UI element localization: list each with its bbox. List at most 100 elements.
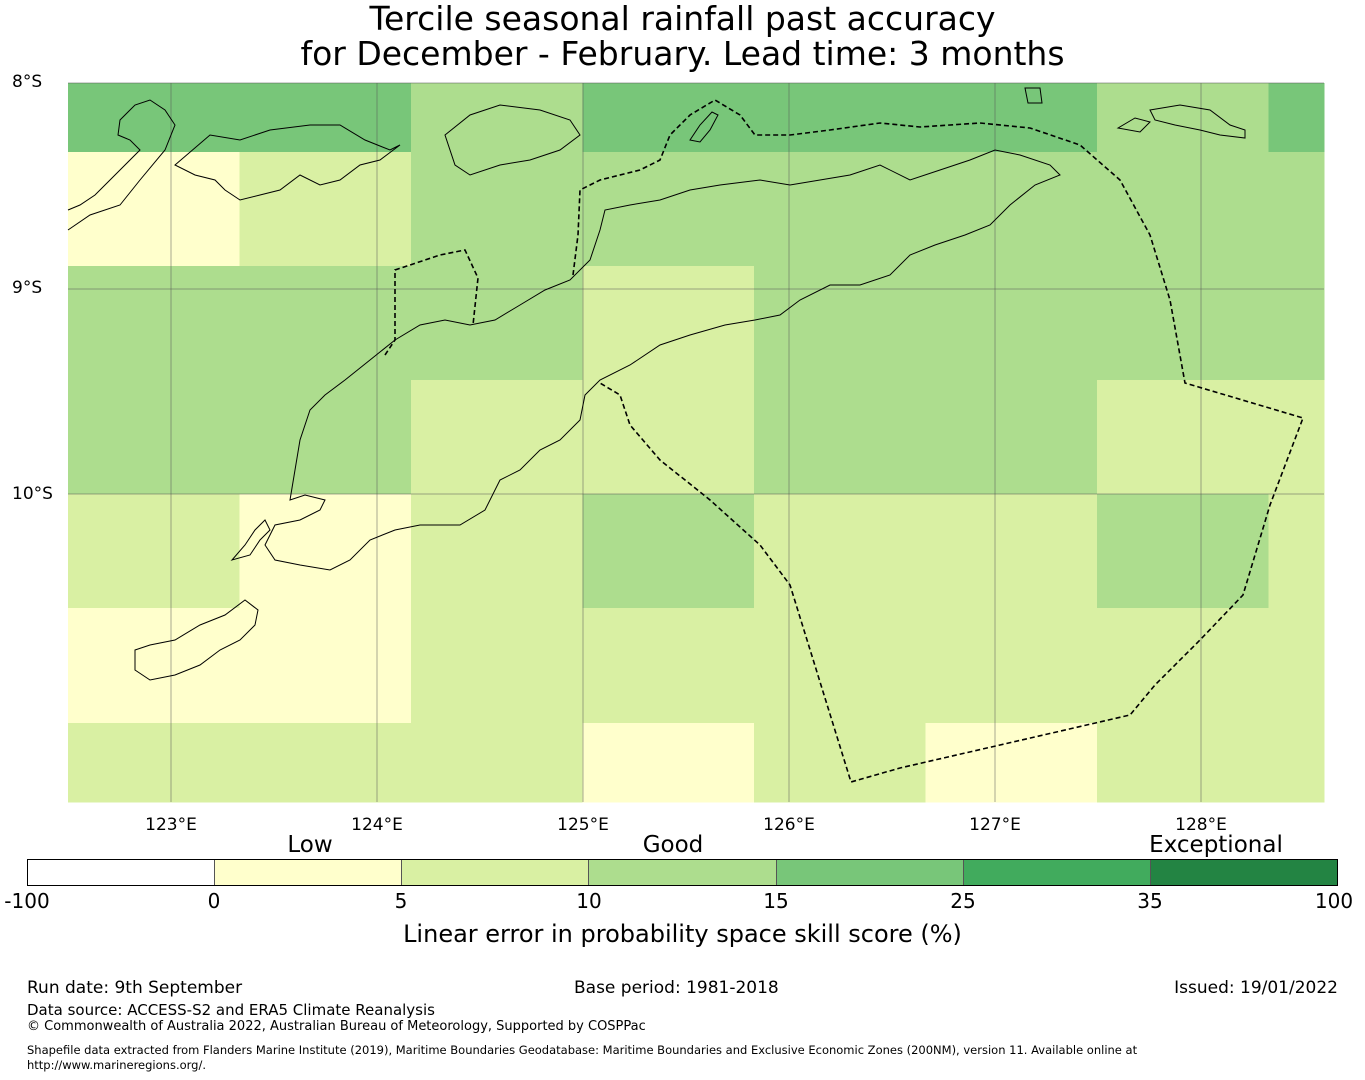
grid-cell [411,152,583,267]
grid-cell [925,494,1098,609]
coastline-alor [174,124,401,201]
shapefile-credit: Shapefile data extracted from Flanders M… [27,1043,1138,1057]
maritime-boundaries [384,99,1305,783]
grid-cell [925,723,1098,803]
grid-cell [239,152,412,267]
coastline-atauro [689,111,719,143]
grid-cell [411,266,583,381]
grid-cell [68,83,240,153]
grid-cell [1268,494,1325,609]
grid-cell [411,494,583,609]
colorbar-tick: -100 [4,889,50,913]
grid-cell [239,494,412,609]
skill-grid [68,83,1325,803]
data-source: Data source: ACCESS-S2 and ERA5 Climate … [27,1001,435,1019]
colorbar-tick: 35 [1137,889,1163,913]
grid-cell [582,608,755,724]
grid-cell [754,608,926,724]
grid-cell [754,494,926,609]
coastline-wetar-small [1116,117,1151,133]
grid-cell [582,380,755,495]
eez-boundary-main [572,99,1305,783]
coastline-timor [264,149,1061,571]
colorbar [27,859,1338,886]
lon-label-127e: 127°E [969,815,1021,835]
lon-label-123e: 123°E [145,815,197,835]
grid-cell [1097,723,1269,803]
skill-map [67,82,1325,803]
grid-cell [239,266,412,381]
coastline-babar [1149,104,1246,139]
colorbar-label: Linear error in probability space skill … [403,920,962,948]
colorbar-segment [589,860,777,885]
colorbar-tick: 100 [1314,889,1354,913]
colorbar-segment [963,860,1151,885]
shapefile-url: http://www.marineregions.org/. [27,1058,206,1072]
colorbar-segment [1150,860,1337,885]
grid-cell [925,608,1098,724]
grid-cell [925,83,1098,153]
grid-cell [1097,83,1269,153]
grid-cell [754,723,926,803]
grid-cell [582,83,755,153]
grid-cell [582,494,755,609]
colorbar-tick: 0 [207,889,221,913]
coastline-wetar [444,104,581,176]
coastlines [67,87,1246,681]
copyright: © Commonwealth of Australia 2022, Austra… [27,1019,646,1034]
legend-category-low: Low [287,832,333,858]
colorbar-segment [215,860,403,885]
grid-cell [582,266,755,381]
grid-cell [1268,152,1325,267]
grid-cell [239,83,412,153]
lat-label-8s: 8°S [12,72,43,92]
lon-label-128e: 128°E [1175,815,1227,835]
eez-boundary-oecusse [384,249,479,356]
colorbar-tick: 10 [576,889,602,913]
grid-cell [411,723,583,803]
grid-cell [1268,266,1325,381]
colorbar-segment [28,860,216,885]
colorbar-tick: 25 [950,889,976,913]
lon-label-124e: 124°E [351,815,403,835]
coastline-sumba [134,599,259,681]
legend-category-exceptional: Exceptional [1149,832,1283,858]
coastline-island-north [1024,87,1043,104]
map-title-line1: Tercile seasonal rainfall past accuracy [369,0,996,38]
lat-label-9s: 9°S [12,278,43,298]
grid-cell [1097,152,1269,267]
grid-cell [411,83,583,153]
grid-cell [68,266,240,381]
colorbar-segment [776,860,964,885]
grid-cell [1268,83,1325,153]
grid-cell [582,723,755,803]
run-date: Run date: 9th September [27,978,243,998]
coastline-flores [67,99,176,231]
grid-cell [1268,723,1325,803]
graticule [68,82,1324,802]
grid-cell [68,380,240,495]
grid-cell [68,494,240,609]
colorbar-tick: 5 [394,889,408,913]
grid-cell [411,380,583,495]
grid-cell [68,152,240,267]
base-period: Base period: 1981-2018 [574,978,779,998]
grid-cell [1097,608,1269,724]
grid-cell [1268,608,1325,724]
grid-cell [1097,494,1269,609]
grid-cell [754,266,926,381]
lon-label-125e: 125°E [557,815,609,835]
coastline-roti [230,519,271,561]
grid-cell [925,380,1098,495]
grid-cell [239,380,412,495]
grid-cell [411,608,583,724]
colorbar-segment [402,860,590,885]
colorbar-tick: 15 [763,889,789,913]
grid-cell [239,723,412,803]
map-title-line2: for December - February. Lead time: 3 mo… [300,34,1065,73]
grid-cell [754,83,926,153]
grid-cell [239,608,412,724]
legend-category-good: Good [642,832,704,858]
grid-cell [754,380,926,495]
lat-label-10s: 10°S [12,484,53,504]
